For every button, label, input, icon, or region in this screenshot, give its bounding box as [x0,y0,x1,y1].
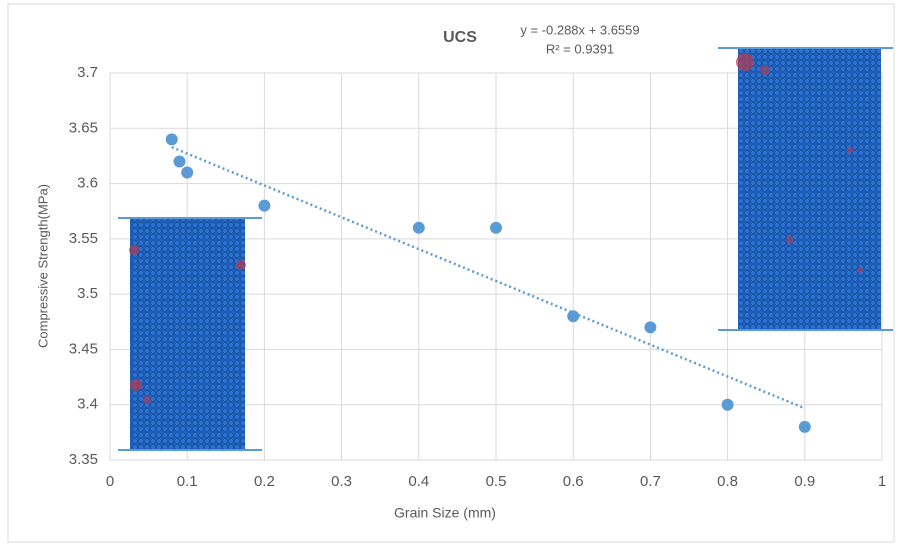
x-tick-label: 0.8 [717,473,738,490]
x-tick-label: 0.3 [331,473,352,490]
data-point [567,310,580,323]
x-tick-label: 0 [106,473,114,490]
trendline [171,146,806,410]
data-point [798,420,811,433]
y-tick-label: 3.35 [69,451,98,468]
inset-left [118,217,262,451]
x-tick-label: 0.4 [408,473,429,490]
x-tick-label: 0.2 [254,473,275,490]
inset-right [718,47,893,331]
trend-r-squared: R² = 0.9391 [546,41,614,56]
data-point [258,199,271,212]
data-point [173,155,186,168]
x-tick-label: 0.5 [486,473,507,490]
x-tick-label: 0.6 [563,473,584,490]
x-tick-label: 0.9 [794,473,815,490]
x-tick-label: 0.7 [640,473,661,490]
data-point [721,398,734,411]
data-point [490,221,502,234]
y-tick-label: 3.6 [77,175,98,192]
x-axis-label: Grain Size (mm) [394,505,496,521]
y-tick-label: 3.55 [69,230,98,247]
y-tick-label: 3.45 [69,340,98,357]
x-tick-label: 0.1 [177,473,198,490]
y-tick-label: 3.5 [77,285,98,302]
y-tick-label: 3.7 [77,64,98,81]
trend-equation: y = -0.288x + 3.6559 [520,22,639,37]
data-point [412,221,425,234]
y-tick-label: 3.4 [77,396,98,413]
x-tick-label: 1 [878,473,886,490]
data-point [181,166,194,179]
y-tick-label: 3.65 [69,119,98,136]
y-axis-label: Compressive Strength(MPa) [35,184,50,348]
data-point [165,133,178,146]
chart-title: UCS [443,29,477,46]
data-point [644,321,657,334]
